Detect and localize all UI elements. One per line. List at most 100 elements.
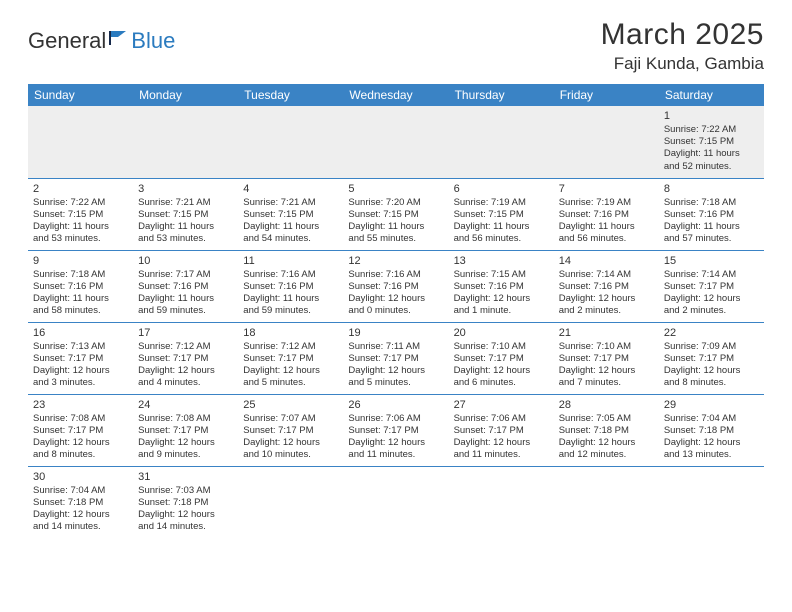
weekday-monday: Monday xyxy=(133,84,238,106)
daylight-text: Daylight: 12 hours xyxy=(348,365,443,377)
sunset-text: Sunset: 7:15 PM xyxy=(243,209,338,221)
daylight-text: Daylight: 11 hours xyxy=(138,293,233,305)
daylight-text2: and 56 minutes. xyxy=(559,233,654,245)
daylight-text: Daylight: 11 hours xyxy=(33,293,128,305)
daylight-text: Daylight: 12 hours xyxy=(454,437,549,449)
day-cell: 31Sunrise: 7:03 AMSunset: 7:18 PMDayligh… xyxy=(133,466,238,538)
day-cell: 6Sunrise: 7:19 AMSunset: 7:15 PMDaylight… xyxy=(449,178,554,250)
day-cell: 24Sunrise: 7:08 AMSunset: 7:17 PMDayligh… xyxy=(133,394,238,466)
day-cell: 16Sunrise: 7:13 AMSunset: 7:17 PMDayligh… xyxy=(28,322,133,394)
day-cell: 23Sunrise: 7:08 AMSunset: 7:17 PMDayligh… xyxy=(28,394,133,466)
header: General Blue March 2025 Faji Kunda, Gamb… xyxy=(28,18,764,74)
sunrise-text: Sunrise: 7:22 AM xyxy=(664,124,759,136)
sunrise-text: Sunrise: 7:14 AM xyxy=(664,269,759,281)
daylight-text: Daylight: 12 hours xyxy=(559,293,654,305)
daylight-text2: and 58 minutes. xyxy=(33,305,128,317)
sunrise-text: Sunrise: 7:06 AM xyxy=(454,413,549,425)
day-number: 25 xyxy=(243,398,338,412)
day-cell: 1 Sunrise: 7:22 AM Sunset: 7:15 PM Dayli… xyxy=(659,106,764,178)
weekday-friday: Friday xyxy=(554,84,659,106)
daylight-text: Daylight: 12 hours xyxy=(33,437,128,449)
sunrise-text: Sunrise: 7:22 AM xyxy=(33,197,128,209)
day-number: 27 xyxy=(454,398,549,412)
sunrise-text: Sunrise: 7:14 AM xyxy=(559,269,654,281)
daylight-text: Daylight: 12 hours xyxy=(243,437,338,449)
sunset-text: Sunset: 7:16 PM xyxy=(33,281,128,293)
empty-cell xyxy=(28,106,133,178)
daylight-text2: and 8 minutes. xyxy=(33,449,128,461)
day-cell: 21Sunrise: 7:10 AMSunset: 7:17 PMDayligh… xyxy=(554,322,659,394)
day-cell: 18Sunrise: 7:12 AMSunset: 7:17 PMDayligh… xyxy=(238,322,343,394)
daylight-text: Daylight: 12 hours xyxy=(138,365,233,377)
weekday-header-row: Sunday Monday Tuesday Wednesday Thursday… xyxy=(28,84,764,106)
sunrise-text: Sunrise: 7:06 AM xyxy=(348,413,443,425)
day-number: 16 xyxy=(33,326,128,340)
daylight-text: Daylight: 12 hours xyxy=(138,437,233,449)
sunrise-text: Sunrise: 7:16 AM xyxy=(243,269,338,281)
daylight-text2: and 52 minutes. xyxy=(664,161,759,173)
sunrise-text: Sunrise: 7:21 AM xyxy=(138,197,233,209)
location: Faji Kunda, Gambia xyxy=(601,54,764,74)
day-number: 11 xyxy=(243,254,338,268)
day-cell: 2Sunrise: 7:22 AMSunset: 7:15 PMDaylight… xyxy=(28,178,133,250)
daylight-text: Daylight: 11 hours xyxy=(243,221,338,233)
daylight-text2: and 14 minutes. xyxy=(33,521,128,533)
day-cell: 4Sunrise: 7:21 AMSunset: 7:15 PMDaylight… xyxy=(238,178,343,250)
calendar-page: General Blue March 2025 Faji Kunda, Gamb… xyxy=(0,0,792,548)
week-row: 2Sunrise: 7:22 AMSunset: 7:15 PMDaylight… xyxy=(28,178,764,250)
sunrise-text: Sunrise: 7:19 AM xyxy=(454,197,549,209)
empty-cell xyxy=(133,106,238,178)
day-number: 17 xyxy=(138,326,233,340)
daylight-text: Daylight: 11 hours xyxy=(454,221,549,233)
daylight-text: Daylight: 11 hours xyxy=(33,221,128,233)
sunrise-text: Sunrise: 7:12 AM xyxy=(243,341,338,353)
daylight-text: Daylight: 12 hours xyxy=(33,365,128,377)
weekday-thursday: Thursday xyxy=(449,84,554,106)
daylight-text: Daylight: 11 hours xyxy=(664,148,759,160)
day-number: 26 xyxy=(348,398,443,412)
day-cell: 7Sunrise: 7:19 AMSunset: 7:16 PMDaylight… xyxy=(554,178,659,250)
day-cell: 14Sunrise: 7:14 AMSunset: 7:16 PMDayligh… xyxy=(554,250,659,322)
empty-cell xyxy=(449,106,554,178)
day-cell: 8Sunrise: 7:18 AMSunset: 7:16 PMDaylight… xyxy=(659,178,764,250)
daylight-text: Daylight: 11 hours xyxy=(559,221,654,233)
sunrise-text: Sunrise: 7:09 AM xyxy=(664,341,759,353)
sunrise-text: Sunrise: 7:12 AM xyxy=(138,341,233,353)
sunset-text: Sunset: 7:17 PM xyxy=(243,425,338,437)
daylight-text: Daylight: 12 hours xyxy=(454,365,549,377)
day-number: 5 xyxy=(348,182,443,196)
daylight-text: Daylight: 12 hours xyxy=(138,509,233,521)
sunrise-text: Sunrise: 7:17 AM xyxy=(138,269,233,281)
sunset-text: Sunset: 7:18 PM xyxy=(559,425,654,437)
day-cell: 11Sunrise: 7:16 AMSunset: 7:16 PMDayligh… xyxy=(238,250,343,322)
week-row: 16Sunrise: 7:13 AMSunset: 7:17 PMDayligh… xyxy=(28,322,764,394)
daylight-text2: and 54 minutes. xyxy=(243,233,338,245)
daylight-text2: and 8 minutes. xyxy=(664,377,759,389)
daylight-text2: and 10 minutes. xyxy=(243,449,338,461)
weekday-sunday: Sunday xyxy=(28,84,133,106)
day-number: 31 xyxy=(138,470,233,484)
day-cell: 26Sunrise: 7:06 AMSunset: 7:17 PMDayligh… xyxy=(343,394,448,466)
weekday-wednesday: Wednesday xyxy=(343,84,448,106)
sunset-text: Sunset: 7:18 PM xyxy=(138,497,233,509)
sunset-text: Sunset: 7:15 PM xyxy=(138,209,233,221)
daylight-text2: and 56 minutes. xyxy=(454,233,549,245)
daylight-text2: and 9 minutes. xyxy=(138,449,233,461)
daylight-text: Daylight: 12 hours xyxy=(664,293,759,305)
daylight-text: Daylight: 11 hours xyxy=(138,221,233,233)
sunset-text: Sunset: 7:16 PM xyxy=(138,281,233,293)
day-cell: 20Sunrise: 7:10 AMSunset: 7:17 PMDayligh… xyxy=(449,322,554,394)
daylight-text: Daylight: 12 hours xyxy=(348,437,443,449)
daylight-text: Daylight: 11 hours xyxy=(243,293,338,305)
daylight-text2: and 53 minutes. xyxy=(33,233,128,245)
day-number: 12 xyxy=(348,254,443,268)
daylight-text2: and 5 minutes. xyxy=(348,377,443,389)
daylight-text2: and 2 minutes. xyxy=(559,305,654,317)
sunset-text: Sunset: 7:17 PM xyxy=(664,353,759,365)
sunset-text: Sunset: 7:16 PM xyxy=(664,209,759,221)
day-cell: 28Sunrise: 7:05 AMSunset: 7:18 PMDayligh… xyxy=(554,394,659,466)
daylight-text2: and 53 minutes. xyxy=(138,233,233,245)
daylight-text: Daylight: 12 hours xyxy=(559,437,654,449)
sunset-text: Sunset: 7:17 PM xyxy=(348,425,443,437)
daylight-text2: and 14 minutes. xyxy=(138,521,233,533)
